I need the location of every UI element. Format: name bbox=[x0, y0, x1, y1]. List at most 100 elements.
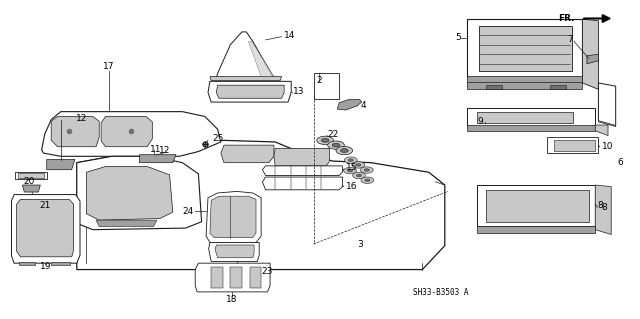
Polygon shape bbox=[96, 220, 157, 226]
Polygon shape bbox=[86, 167, 173, 220]
Text: 17: 17 bbox=[103, 63, 115, 71]
Circle shape bbox=[348, 169, 353, 172]
Polygon shape bbox=[314, 73, 339, 99]
Polygon shape bbox=[595, 125, 608, 136]
Circle shape bbox=[348, 159, 353, 161]
Text: 25: 25 bbox=[212, 134, 224, 143]
Polygon shape bbox=[210, 77, 282, 80]
Polygon shape bbox=[467, 108, 595, 126]
Circle shape bbox=[332, 143, 340, 147]
Polygon shape bbox=[467, 76, 582, 83]
Polygon shape bbox=[17, 199, 74, 257]
Polygon shape bbox=[77, 156, 202, 230]
Text: FR.: FR. bbox=[558, 14, 575, 23]
Circle shape bbox=[317, 136, 333, 145]
Polygon shape bbox=[486, 85, 502, 89]
Polygon shape bbox=[550, 85, 566, 89]
Circle shape bbox=[353, 172, 365, 179]
Polygon shape bbox=[477, 112, 573, 123]
Text: 2: 2 bbox=[316, 76, 321, 85]
Polygon shape bbox=[12, 195, 80, 263]
Text: 18: 18 bbox=[226, 295, 237, 304]
Circle shape bbox=[360, 167, 373, 173]
Polygon shape bbox=[101, 116, 152, 147]
Polygon shape bbox=[467, 19, 582, 77]
Circle shape bbox=[344, 157, 357, 163]
Text: SH33-B3503 A: SH33-B3503 A bbox=[413, 288, 468, 297]
Polygon shape bbox=[477, 226, 595, 233]
Polygon shape bbox=[547, 137, 598, 153]
Text: 19: 19 bbox=[40, 262, 52, 271]
Polygon shape bbox=[248, 41, 274, 77]
Polygon shape bbox=[554, 140, 595, 151]
Polygon shape bbox=[216, 32, 275, 78]
Polygon shape bbox=[582, 19, 598, 89]
Polygon shape bbox=[195, 263, 270, 292]
Circle shape bbox=[340, 149, 348, 152]
Circle shape bbox=[364, 169, 369, 171]
Polygon shape bbox=[274, 148, 330, 166]
Polygon shape bbox=[216, 85, 284, 98]
Text: 9: 9 bbox=[477, 117, 483, 126]
Polygon shape bbox=[206, 191, 261, 242]
Circle shape bbox=[352, 162, 365, 168]
Text: 5: 5 bbox=[456, 33, 461, 42]
Polygon shape bbox=[22, 185, 40, 192]
Polygon shape bbox=[337, 100, 362, 110]
Polygon shape bbox=[262, 166, 342, 175]
Text: 10: 10 bbox=[602, 142, 613, 151]
Polygon shape bbox=[221, 145, 274, 163]
Text: 16: 16 bbox=[346, 182, 357, 191]
Circle shape bbox=[361, 177, 374, 183]
Text: 4: 4 bbox=[361, 101, 366, 110]
Text: 23: 23 bbox=[261, 267, 273, 276]
Text: 12: 12 bbox=[159, 146, 171, 155]
Text: 15: 15 bbox=[346, 163, 357, 172]
Polygon shape bbox=[18, 173, 44, 178]
Polygon shape bbox=[479, 26, 572, 71]
Bar bbox=[230, 267, 242, 288]
Polygon shape bbox=[477, 185, 595, 226]
Polygon shape bbox=[208, 81, 291, 102]
Bar bbox=[250, 267, 261, 288]
Circle shape bbox=[356, 174, 362, 177]
Circle shape bbox=[336, 146, 353, 155]
Polygon shape bbox=[598, 121, 616, 127]
Polygon shape bbox=[467, 82, 582, 89]
Polygon shape bbox=[209, 242, 259, 262]
Text: 20: 20 bbox=[23, 177, 35, 186]
Text: 22: 22 bbox=[328, 130, 339, 139]
Circle shape bbox=[365, 179, 370, 182]
Text: 11: 11 bbox=[150, 145, 162, 154]
Polygon shape bbox=[77, 140, 445, 270]
Text: 8: 8 bbox=[602, 203, 607, 212]
Polygon shape bbox=[19, 262, 35, 265]
Polygon shape bbox=[15, 172, 47, 179]
Polygon shape bbox=[598, 83, 616, 126]
Text: 6: 6 bbox=[618, 158, 623, 167]
Polygon shape bbox=[467, 125, 595, 131]
Circle shape bbox=[328, 141, 344, 149]
Polygon shape bbox=[210, 196, 256, 238]
Bar bbox=[211, 267, 223, 288]
Text: 7: 7 bbox=[567, 35, 573, 44]
Text: 8: 8 bbox=[598, 201, 603, 210]
Circle shape bbox=[517, 114, 532, 121]
Polygon shape bbox=[51, 262, 70, 265]
Polygon shape bbox=[42, 112, 221, 156]
Polygon shape bbox=[215, 245, 254, 258]
Text: 21: 21 bbox=[40, 201, 51, 210]
Circle shape bbox=[321, 138, 329, 142]
Circle shape bbox=[344, 167, 356, 174]
Text: 12: 12 bbox=[76, 114, 87, 122]
Polygon shape bbox=[587, 54, 598, 64]
Text: 14: 14 bbox=[284, 31, 295, 40]
Text: 24: 24 bbox=[182, 207, 193, 216]
Polygon shape bbox=[262, 177, 342, 190]
Polygon shape bbox=[486, 190, 589, 222]
Text: 13: 13 bbox=[293, 87, 305, 96]
Polygon shape bbox=[47, 160, 75, 170]
Polygon shape bbox=[595, 185, 611, 234]
Text: 3: 3 bbox=[357, 240, 363, 249]
Polygon shape bbox=[140, 155, 176, 163]
